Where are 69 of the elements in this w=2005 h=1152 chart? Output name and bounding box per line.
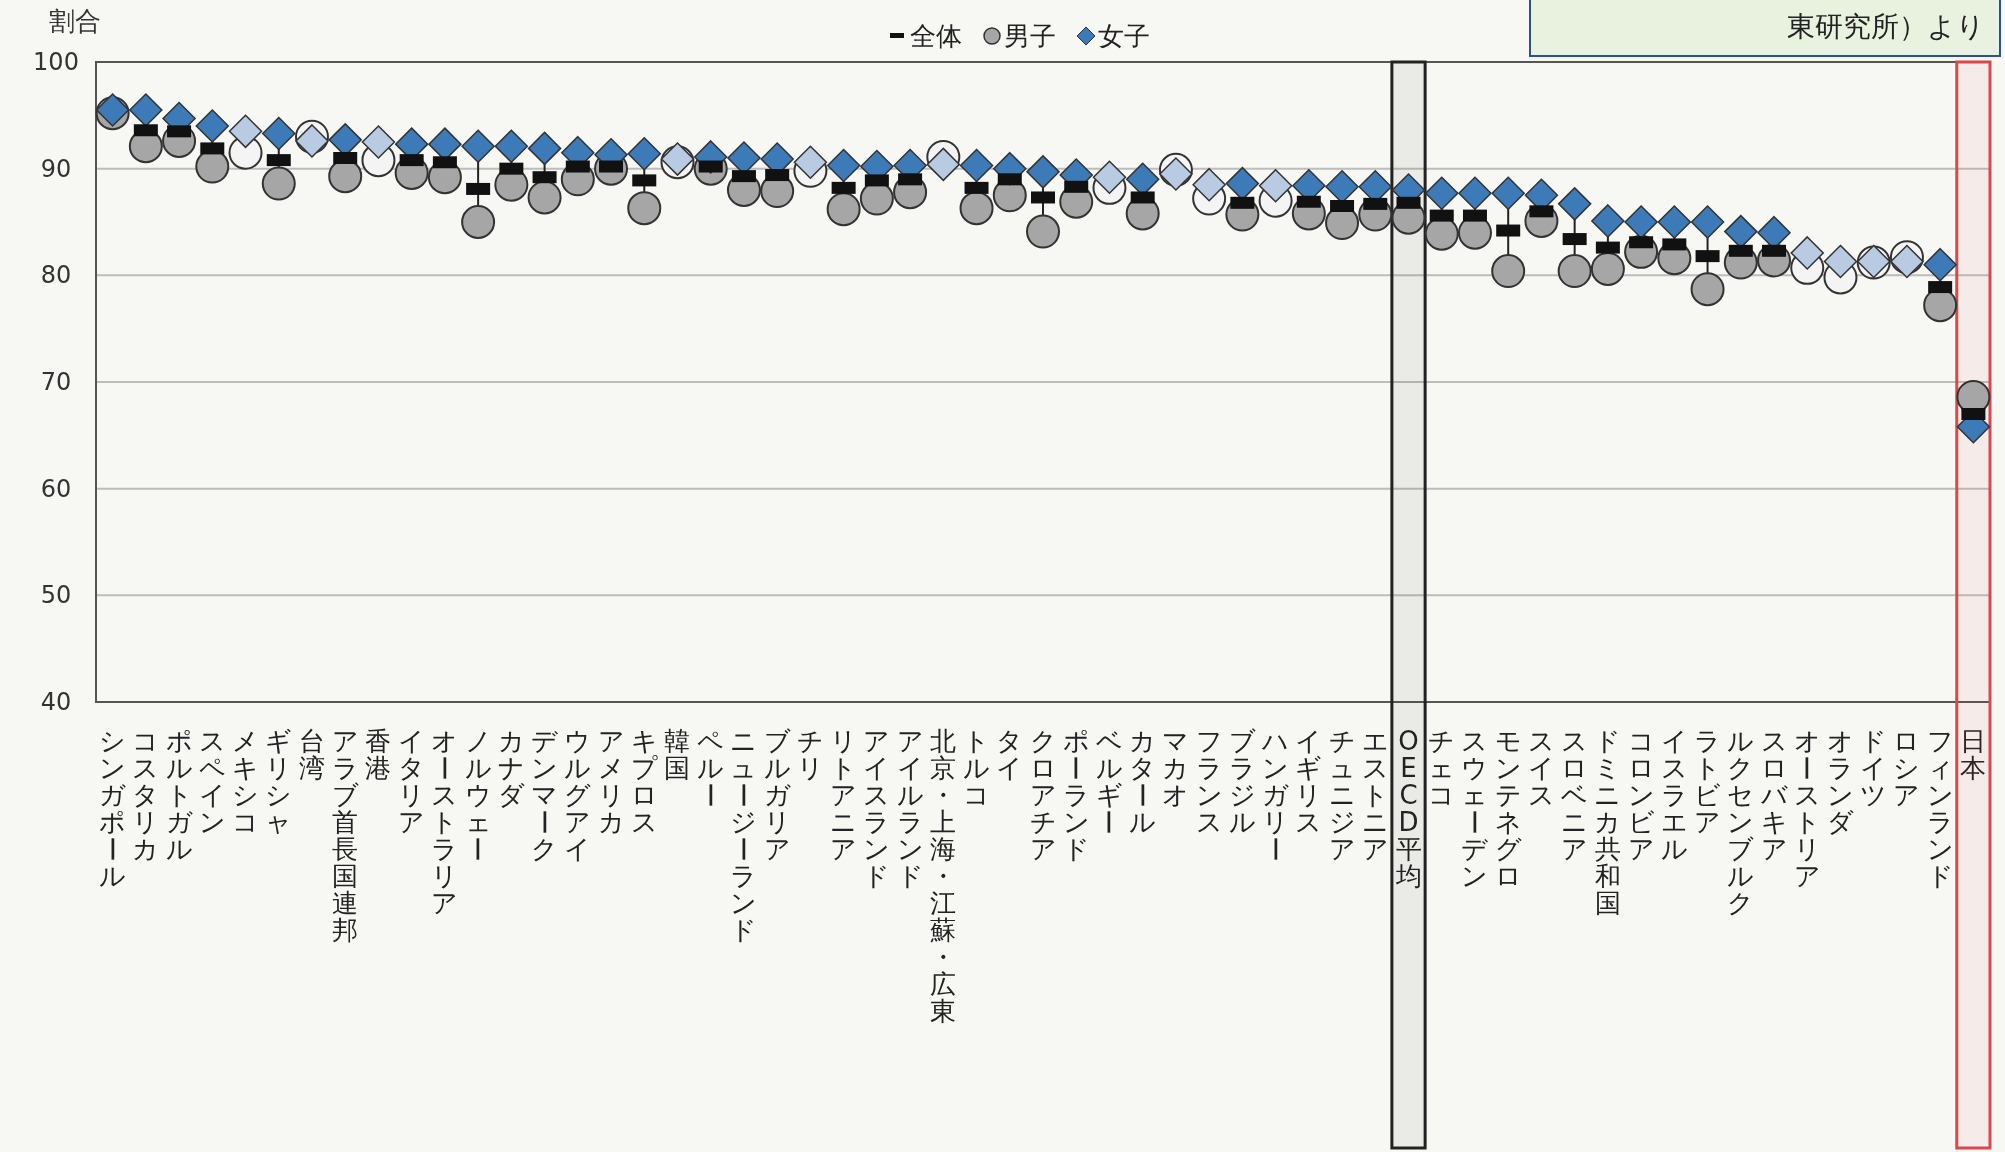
x-tick-label: ドイツ [1860,726,1888,810]
x-tick-label: ギリシャ [265,726,293,837]
x-tick-label: ラトビア [1694,726,1722,837]
x-tick-label: コスタリカ [132,726,160,864]
x-tick-label: オーストラリア [428,726,459,918]
x-tick-label: デンマーク [528,726,559,864]
x-tick-label: アメリカ [597,726,625,837]
x-tick-label: イタリア [398,726,426,837]
y-axis-title: 割合 [49,6,101,36]
x-tick-label: ブラジル [1228,726,1256,837]
x-tick-label: 日本 [1960,726,1987,783]
y-tick-label: 50 [40,581,72,610]
x-tick-label: ブルガリア [763,726,791,864]
y-tick-label: 40 [40,688,72,716]
x-tick-label: 台湾 [298,726,325,783]
x-tick-label: スイス [1527,726,1555,810]
x-tick-label: ノルウェー [462,726,493,862]
x-tick-label: ウルグアイ [564,726,592,864]
x-tick-label: オランダ [1826,726,1854,837]
x-tick-label: マカオ [1162,726,1190,810]
x-tick-label: ロシア [1893,726,1921,810]
x-tick-label: シンガポール [96,726,127,891]
x-tick-label: コロンビア [1627,726,1655,864]
x-tick-label: スロバキア [1759,726,1788,864]
x-tick-label: ルクセンブルク [1727,726,1755,918]
legend-label: 全体 [910,21,962,51]
x-tick-label: タイ [996,726,1024,783]
x-tick-label: アイスランド [863,726,891,891]
x-tick-label: メキシコ [232,726,260,837]
x-tick-label: イスラエル [1660,726,1688,864]
x-tick-label: キプロス [630,726,658,837]
x-tick-label: ポーランド [1060,726,1091,864]
y-tick-label: 90 [40,154,72,183]
x-tick-label: ベルギー [1093,726,1124,835]
x-tick-label: チェコ [1428,726,1456,810]
x-tick-label: カナダ [497,726,525,810]
x-tick-label: ニュージーランド [727,726,758,945]
y-tick-label: 80 [40,261,72,290]
x-tick-label: チリ [796,726,824,783]
legend-label: 男子 [1004,21,1056,51]
x-tick-label: イギリス [1295,726,1323,837]
x-tick-label: OECD平均 [1394,726,1422,891]
y-tick-label: 100 [33,48,79,76]
x-tick-label: ドミニカ共和国 [1594,726,1622,918]
x-tick-label: フィンランド [1926,726,1954,891]
x-tick-label: アイルランド [896,726,924,891]
x-tick-label: 香港 [365,726,392,783]
x-tick-label: オーストリア [1791,726,1822,891]
x-tick-label: カタール [1126,726,1157,837]
x-tick-label: ポルトガル [165,726,193,864]
x-tick-label: フランス [1195,726,1223,837]
x-tick-label: スウェーデン [1458,726,1489,891]
legend-label: 女子 [1098,21,1150,51]
category-label: 北京・上海・江蘇・広東 [930,726,957,1026]
x-tick-label: アラブ首長国連邦 [331,726,359,945]
x-tick-label: モンテネグロ [1494,726,1522,891]
y-tick-label: 60 [40,474,72,503]
text: 東研究所）より [1787,10,1985,43]
x-tick-label: クロアチア [1029,726,1057,864]
x-tick-label: エストニア [1361,726,1389,864]
x-tick-label: スペイン [198,726,226,837]
x-tick-label: 韓国 [664,726,691,783]
x-tick-label: トルコ [963,726,991,810]
x-tick-label: ペルー [694,726,725,808]
y-tick-label: 70 [40,368,72,396]
x-tick-label: スロベニア [1561,726,1589,864]
x-tick-label: チュニジア [1328,726,1356,864]
x-tick-label: ハンガリー [1259,726,1290,862]
x-tick-label: リトアニア [830,726,858,864]
